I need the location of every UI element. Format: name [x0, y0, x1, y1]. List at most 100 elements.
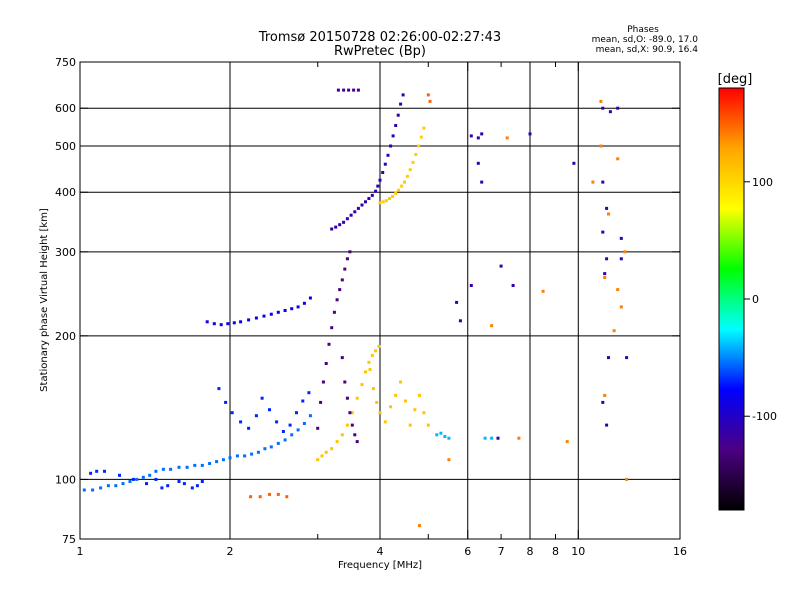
data-point	[224, 400, 228, 404]
data-point	[247, 318, 251, 322]
data-point	[401, 93, 405, 97]
data-point	[250, 452, 254, 456]
data-point	[340, 433, 344, 437]
x-tick-label: 4	[377, 545, 384, 558]
colorbar-tick-label: 100	[752, 176, 773, 189]
data-point	[394, 393, 398, 397]
data-point	[177, 465, 181, 469]
data-point	[338, 223, 342, 227]
data-point	[336, 88, 340, 92]
data-point	[190, 486, 194, 490]
data-point	[145, 482, 148, 486]
data-point	[378, 201, 382, 205]
data-point	[383, 162, 387, 166]
data-point	[517, 436, 521, 440]
data-point	[160, 486, 164, 490]
x-tick-label: 10	[571, 545, 585, 558]
data-point	[469, 134, 473, 138]
y-tick-label: 200	[55, 330, 76, 343]
data-point	[95, 469, 99, 473]
data-point	[302, 422, 306, 425]
data-point	[374, 349, 378, 353]
data-point	[177, 480, 181, 483]
data-point	[612, 329, 616, 333]
data-point	[276, 310, 280, 314]
data-point	[386, 153, 390, 157]
data-point	[340, 356, 344, 360]
data-point	[350, 411, 354, 415]
data-point	[283, 309, 287, 312]
data-point	[608, 110, 612, 114]
chart-subtitle: RwPretec (Bp)	[334, 44, 426, 59]
data-point	[413, 408, 417, 412]
data-point	[439, 431, 443, 435]
data-point	[476, 161, 480, 165]
data-point	[128, 480, 132, 483]
data-point	[605, 206, 609, 210]
data-point	[232, 321, 236, 325]
data-point	[377, 344, 381, 348]
data-point	[447, 458, 451, 462]
data-point	[141, 475, 145, 479]
stats-line-x: mean, sd,X: 90.9, 16.4	[596, 45, 699, 55]
data-point	[226, 322, 230, 326]
data-point	[345, 257, 349, 261]
data-point	[616, 288, 620, 292]
data-point	[338, 288, 342, 292]
x-tick-label: 8	[527, 545, 534, 558]
data-point	[601, 106, 605, 110]
data-point	[383, 420, 387, 424]
data-point	[601, 180, 605, 184]
data-point	[394, 191, 398, 195]
data-point	[345, 423, 349, 427]
data-point	[320, 454, 324, 458]
x-tick-label: 16	[673, 545, 687, 558]
data-point	[135, 477, 139, 481]
data-point	[360, 383, 364, 387]
data-points	[82, 88, 629, 528]
colorbar-label: [deg]	[718, 72, 753, 87]
data-point	[256, 450, 260, 454]
data-point	[483, 436, 487, 440]
data-point	[355, 396, 359, 400]
data-point	[623, 250, 627, 254]
data-point	[321, 380, 325, 384]
data-point	[302, 301, 306, 305]
data-point	[469, 284, 473, 287]
data-point	[230, 411, 234, 415]
data-point	[378, 178, 382, 182]
y-tick-label: 75	[62, 533, 76, 546]
data-point	[281, 430, 285, 433]
data-point	[258, 495, 262, 499]
colorbar-tick-label: 0	[752, 293, 759, 306]
data-point	[343, 267, 347, 271]
data-point	[619, 305, 623, 309]
data-point	[480, 132, 484, 136]
data-point	[254, 316, 258, 320]
data-point	[528, 132, 532, 136]
data-point	[219, 323, 223, 327]
data-point	[391, 134, 395, 138]
data-point	[283, 438, 287, 442]
data-point	[290, 433, 294, 437]
data-point	[316, 426, 320, 430]
data-point	[400, 184, 404, 188]
y-tick-label: 500	[55, 140, 76, 153]
data-point	[599, 144, 603, 148]
data-point	[285, 495, 289, 499]
data-point	[268, 408, 271, 412]
data-point	[335, 298, 339, 302]
colorbar-tick-label: -100	[752, 410, 777, 423]
data-point	[307, 391, 311, 395]
data-point	[505, 136, 509, 140]
data-point	[364, 370, 367, 374]
data-point	[480, 180, 484, 184]
data-point	[396, 113, 400, 117]
data-point	[353, 210, 357, 214]
data-point	[166, 484, 170, 488]
data-point	[625, 477, 629, 481]
data-point	[418, 524, 421, 528]
x-tick-label: 7	[498, 545, 505, 558]
data-point	[607, 356, 610, 360]
data-point	[435, 433, 439, 437]
